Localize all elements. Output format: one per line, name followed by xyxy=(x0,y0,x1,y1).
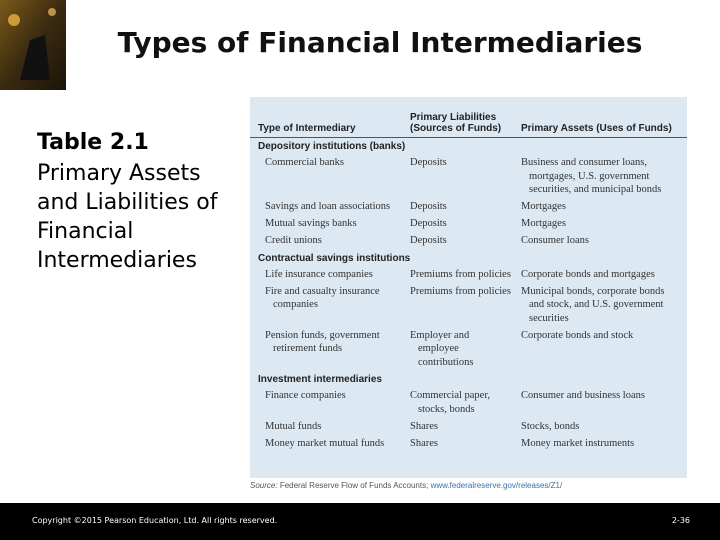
cell-text: Pension funds, government retirement fun… xyxy=(265,329,380,355)
cell-text: Deposits xyxy=(410,201,447,212)
table-cell: Corporate bonds and stock xyxy=(521,329,681,370)
cell-text: Deposits xyxy=(410,235,447,246)
cell-text: Corporate bonds and mortgages xyxy=(521,268,655,280)
cell-text: Consumer loans xyxy=(521,235,589,246)
table-cell: Mutual funds xyxy=(250,420,410,434)
source-label: Source: xyxy=(250,481,278,490)
table-cell: Money market mutual funds xyxy=(250,437,410,451)
table-cell: Savings and loan associations xyxy=(250,200,410,214)
table-cell: Credit unions xyxy=(250,234,410,248)
table-cell: Consumer loans xyxy=(521,234,681,248)
table-row: Life insurance companies Premiums from po… xyxy=(250,266,687,283)
cell-text: Stocks, bonds xyxy=(521,420,580,432)
column-header: Type of Intermediary xyxy=(258,123,356,134)
table-cell: Shares xyxy=(410,420,521,434)
column-header: Primary Liabilities (Sources of Funds) xyxy=(410,112,502,134)
cell-text: Premiums from policies xyxy=(410,268,511,280)
table-cell: Pension funds, government retirement fun… xyxy=(250,329,410,370)
source-link: www.federalreserve.gov/releases/Z1/ xyxy=(430,481,563,490)
table-cell: Commercial banks xyxy=(250,156,410,197)
cell-text: Corporate bonds and stock xyxy=(521,329,634,341)
cell-text: Savings and loan associations xyxy=(265,201,391,212)
table-row: Money market mutual funds Shares Money mar… xyxy=(250,435,687,452)
table: Type of Intermediary Primary Liabilities… xyxy=(250,97,687,478)
cell-text: Fire and casualty insurance companies xyxy=(265,285,380,311)
column-header: Primary Assets (Uses of Funds) xyxy=(521,123,672,134)
source-note: Source: Federal Reserve Flow of Funds Ac… xyxy=(250,481,562,490)
table-cell: Consumer and business loans xyxy=(521,389,681,416)
table-cell: Life insurance companies xyxy=(250,268,410,282)
table-body: Depository institutions (banks) Commercia… xyxy=(250,138,687,452)
table-cell: Corporate bonds and mortgages xyxy=(521,268,681,282)
slide-title: Types of Financial Intermediaries xyxy=(117,26,643,59)
table-cell: Mortgages xyxy=(521,217,681,231)
table-cell: Deposits xyxy=(410,234,521,248)
table-cell: Premiums from policies xyxy=(410,268,521,282)
cell-text: Commercial paper, stocks, bonds xyxy=(410,390,491,415)
copyright: Copyright ©2015 Pearson Education, Ltd. … xyxy=(32,516,278,525)
table-cell: Mortgages xyxy=(521,200,681,214)
table-label: Table 2.1 xyxy=(37,130,149,155)
table-row: Finance companies Commercial paper, stock… xyxy=(250,388,687,419)
cell-text: Mortgages xyxy=(521,218,566,229)
cell-text: Life insurance companies xyxy=(265,268,373,280)
table-cell: Employer and employee contributions xyxy=(410,329,521,370)
cell-text: Deposits xyxy=(410,218,447,229)
cell-text: Finance companies xyxy=(265,390,346,401)
source-text: Federal Reserve Flow of Funds Accounts; xyxy=(279,481,429,490)
table-cell: Commercial paper, stocks, bonds xyxy=(410,389,521,416)
cell-text: Employer and employee contributions xyxy=(410,329,474,368)
table-cell: Money market instruments xyxy=(521,437,681,451)
cell-text: Credit unions xyxy=(265,235,322,246)
cell-text: Consumer and business loans xyxy=(521,390,645,401)
cell-text: Money market instruments xyxy=(521,437,635,449)
table-cell: Premiums from policies xyxy=(410,285,521,326)
table-cell: Finance companies xyxy=(250,389,410,416)
table-cell: Deposits xyxy=(410,156,521,197)
table-row: Pension funds, government retirement fun… xyxy=(250,327,687,371)
cell-text: Mutual savings banks xyxy=(265,218,357,229)
section-header: Contractual savings institutions xyxy=(258,252,411,264)
table-caption: Primary Assets and Liabilities of Financ… xyxy=(37,161,218,273)
cell-text: Business and consumer loans, mortgages, … xyxy=(521,157,662,195)
cell-text: Municipal bonds, corporate bonds and sto… xyxy=(521,285,665,324)
corner-photo xyxy=(0,0,66,90)
table-cell: Deposits xyxy=(410,217,521,231)
table-row: Savings and loan associations Deposits Mor… xyxy=(250,199,687,216)
table-row: Mutual funds Shares Stocks, bonds xyxy=(250,418,687,435)
cell-text: Mortgages xyxy=(521,201,566,212)
footer-bar xyxy=(0,503,720,540)
table-cell: Deposits xyxy=(410,200,521,214)
cell-text: Money market mutual funds xyxy=(265,437,385,449)
cell-text: Mutual funds xyxy=(265,420,322,432)
table-cell: Business and consumer loans, mortgages, … xyxy=(521,156,681,197)
table-row: Mutual savings banks Deposits Mortgages xyxy=(250,216,687,233)
table-cell: Shares xyxy=(410,437,521,451)
table-cell: Stocks, bonds xyxy=(521,420,681,434)
table-cell: Fire and casualty insurance companies xyxy=(250,285,410,326)
cell-text: Commercial banks xyxy=(265,157,345,168)
table-cell: Municipal bonds, corporate bonds and sto… xyxy=(521,285,681,326)
cell-text: Shares xyxy=(410,437,438,449)
section-header: Depository institutions (banks) xyxy=(258,141,406,152)
section-header: Investment intermediaries xyxy=(258,374,382,385)
cell-text: Premiums from policies xyxy=(410,285,511,297)
table-row: Credit unions Deposits Consumer loans xyxy=(250,233,687,250)
table-row: Fire and casualty insurance companies Pre… xyxy=(250,283,687,327)
table-row: Commercial banks Deposits Business and con… xyxy=(250,155,687,199)
table-header: Type of Intermediary Primary Liabilities… xyxy=(250,97,687,138)
table-cell: Mutual savings banks xyxy=(250,217,410,231)
page-number: 2-36 xyxy=(671,516,690,525)
cell-text: Shares xyxy=(410,420,438,432)
cell-text: Deposits xyxy=(410,157,447,168)
